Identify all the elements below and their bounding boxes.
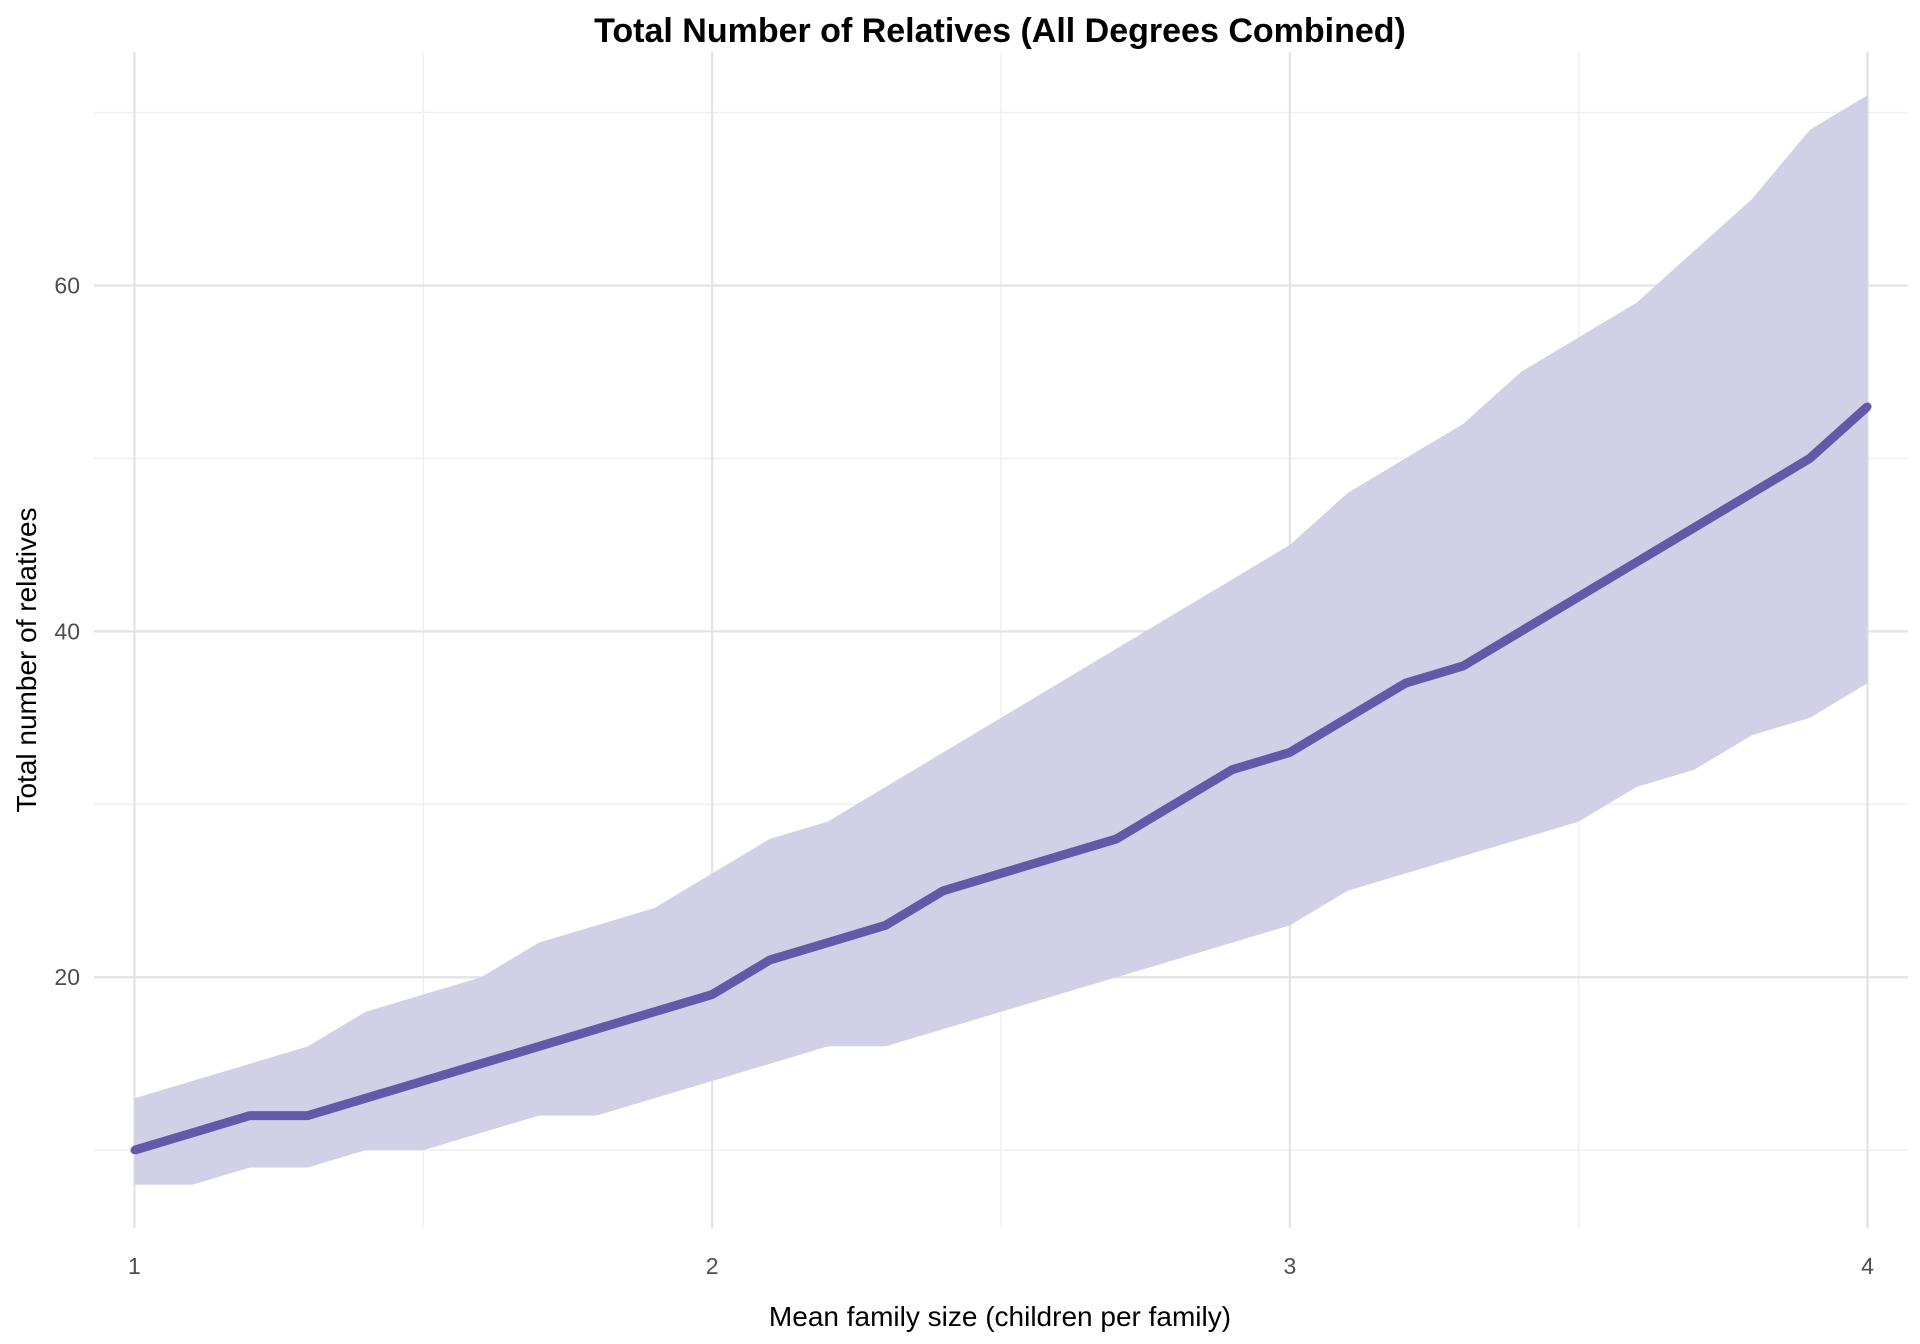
- y-axis-label: Total number of relatives: [11, 507, 42, 812]
- mean-line: [133, 403, 1871, 1155]
- y-tick-label: 60: [54, 272, 80, 298]
- chart-title: Total Number of Relatives (All Degrees C…: [594, 12, 1406, 50]
- x-tick-label: 4: [1861, 1253, 1874, 1279]
- x-tick-labels: 1 2 3 4: [128, 1253, 1874, 1279]
- y-tick-label: 20: [54, 964, 80, 990]
- x-tick-label: 1: [128, 1253, 141, 1279]
- confidence-band: [134, 95, 1868, 1185]
- x-tick-label: 2: [706, 1253, 719, 1279]
- y-tick-label: 40: [54, 618, 80, 644]
- x-axis-label: Mean family size (children per family): [769, 1301, 1231, 1332]
- y-tick-labels: 20 40 60: [54, 272, 80, 990]
- x-tick-label: 3: [1283, 1253, 1296, 1279]
